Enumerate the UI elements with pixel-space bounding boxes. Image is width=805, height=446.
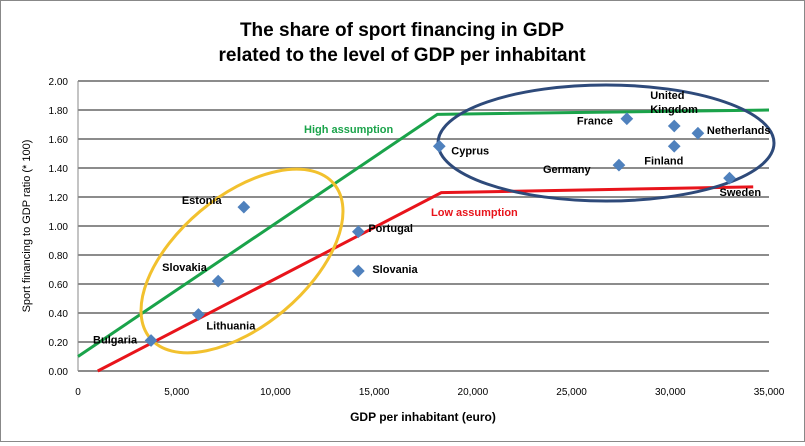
data-label: Germany	[543, 164, 592, 176]
data-point	[620, 112, 634, 126]
y-axis-label: Sport financing to GDP ratio (* 100)	[21, 140, 33, 313]
y-tick-label: 0.80	[49, 251, 69, 262]
data-label: Bulgaria	[93, 335, 138, 347]
low-income-group-ellipse	[139, 167, 345, 355]
x-tick-label: 30,000	[655, 387, 686, 398]
data-label: Estonia	[182, 195, 223, 207]
data-point	[667, 119, 681, 133]
data-label: Sweden	[720, 187, 762, 199]
high-assumption-line	[77, 108, 770, 358]
data-label: Portugal	[368, 223, 413, 235]
data-point	[211, 274, 225, 288]
y-tick-label: 0.00	[49, 367, 69, 378]
data-point	[144, 334, 158, 347]
x-axis-label: GDP per inhabitant (euro)	[350, 410, 496, 424]
y-tick-label: 1.00	[49, 222, 69, 233]
data-label: Lithuania	[206, 320, 256, 332]
y-tick-label: 2.00	[49, 77, 69, 88]
y-tick-label: 1.80	[49, 106, 69, 117]
data-point	[432, 139, 446, 153]
low-assumption-label: Low assumption	[431, 207, 518, 219]
y-tick-label: 0.20	[49, 338, 69, 349]
x-tick-label: 0	[75, 387, 81, 398]
y-tick-label: 0.40	[49, 309, 69, 320]
chart-title-line-1: The share of sport financing in GDP	[240, 20, 564, 41]
data-point	[192, 308, 205, 321]
y-tick-label: 0.60	[49, 280, 69, 291]
data-label: Slovania	[372, 264, 418, 276]
data-point	[667, 139, 681, 153]
data-label: Cyprus	[451, 145, 489, 157]
data-label: Finland	[644, 155, 683, 167]
chart-title-line-2: related to the level of GDP per inhabita…	[218, 45, 586, 66]
data-label: United Kingdom	[650, 90, 698, 116]
data-label: Slovakia	[162, 262, 208, 274]
y-tick-label: 1.40	[49, 164, 69, 175]
high-assumption-label: High assumption	[304, 124, 394, 136]
x-tick-label: 20,000	[458, 387, 489, 398]
x-tick-label: 15,000	[359, 387, 390, 398]
high-income-group-ellipse	[436, 83, 776, 203]
x-tick-label: 5,000	[164, 387, 189, 398]
x-tick-label: 10,000	[260, 387, 291, 398]
data-point	[691, 126, 705, 140]
low-assumption-line	[97, 185, 754, 373]
x-tick-label: 35,000	[754, 387, 785, 398]
y-tick-label: 1.60	[49, 135, 69, 146]
data-point	[351, 225, 365, 239]
y-tick-label: 1.20	[49, 193, 69, 204]
data-label: Netherlands	[707, 125, 771, 137]
x-tick-label: 25,000	[556, 387, 587, 398]
data-label: France	[577, 116, 613, 128]
data-point	[237, 200, 251, 214]
data-point	[612, 158, 626, 172]
data-point	[351, 264, 365, 278]
